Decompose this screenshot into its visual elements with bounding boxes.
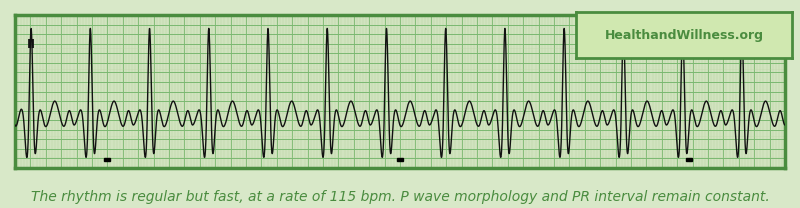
Text: The rhythm is regular but fast, at a rate of 115 bpm. P wave morphology and PR i: The rhythm is regular but fast, at a rat… — [30, 190, 770, 204]
Bar — [397, 157, 403, 161]
Bar — [686, 157, 692, 161]
Text: HealthandWillness.org: HealthandWillness.org — [605, 29, 763, 42]
Text: II: II — [26, 38, 35, 51]
Bar — [104, 157, 110, 161]
